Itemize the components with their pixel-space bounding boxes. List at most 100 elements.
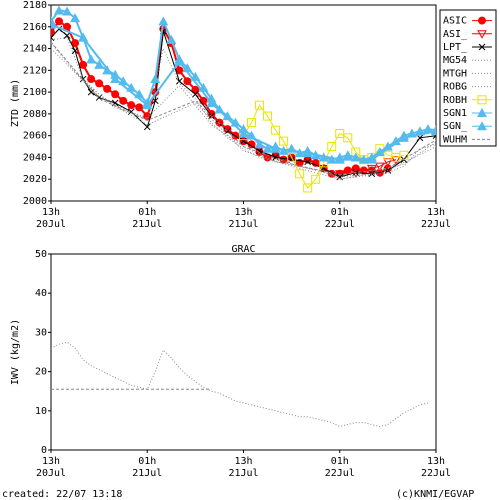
footer-credit: (c)KNMI/EGVAP [396,489,474,500]
data-point [254,139,265,149]
data-point [135,103,144,112]
data-point [166,34,177,44]
legend-label: ROBG [443,82,467,93]
ztd-panel: 2000 2020 2040 2060 2080 2100 2120 2140 2160 2180… [10,0,451,230]
x-tick-label-hour: 13h [427,207,445,218]
data-point [86,54,97,64]
data-point [366,154,377,164]
data-point [143,123,151,131]
data-point [142,100,153,110]
data-point [240,137,247,145]
data-point [71,39,80,48]
x-tick-label-date: 21Jul [132,219,162,230]
data-point [399,150,409,160]
data-point [342,150,353,160]
data-point [422,124,433,134]
y-axis-label: IWV (kg/m2) [10,319,21,385]
footer-created: created: 22/07 13:18 [2,489,122,500]
x-tick-label-hour: 01h [331,207,349,218]
data-point [327,142,337,152]
data-point [223,125,232,134]
y-tick-label: 2040 [23,152,47,163]
series-group [51,5,436,193]
data-point [391,156,401,165]
data-point [87,75,96,84]
data-point [398,132,409,142]
x-tick-label-date: 22Jul [325,219,355,230]
data-point [183,77,192,86]
data-point [366,164,377,174]
data-point [143,112,152,121]
x-tick-label-hour: 13h [234,456,252,467]
y-tick-label: 0 [41,445,47,456]
data-point [334,154,345,164]
legend-marker [477,121,487,131]
data-point [63,32,71,39]
legend-marker [477,30,487,39]
y-tick-label: 2140 [23,44,47,55]
data-point [71,47,79,55]
data-point [55,17,64,26]
data-point [150,74,161,84]
data-point [192,90,199,98]
series-line-mtgh [51,42,436,178]
data-point [431,126,436,136]
series-group [51,341,429,428]
legend-label: MTGH [443,68,467,79]
series-line-mg54 [51,37,436,180]
y-axis-label: ZTD (mm) [10,79,21,127]
y-tick-label: 2120 [23,65,47,76]
data-point [78,32,89,42]
legend-label: ASIC [443,16,467,27]
data-point [390,136,401,146]
data-point [151,97,159,105]
data-point [311,174,321,184]
data-point [334,170,345,179]
y-tick-label: 40 [35,288,47,299]
x-tick-label-hour: 13h [427,456,445,467]
data-point [311,158,320,167]
legend-label: SGN_ [443,121,468,132]
data-point [215,118,224,127]
data-point [54,5,65,15]
legend-box [439,9,497,147]
data-point [303,183,313,193]
data-point [383,164,392,173]
legend: ASIC ASI_ LPT_ MG54 MTGH ROBG ROBH SGN1 SGN_ WUHM [439,9,497,147]
y-tick-label: 2160 [23,22,47,33]
data-point [94,59,105,69]
y-tick-label: 2020 [23,174,47,185]
data-point [175,66,184,75]
x-tick-label-hour: 01h [331,456,349,467]
legend-label: MG54 [443,55,467,66]
data-point [119,96,128,105]
x-tick-label-hour: 13h [234,207,252,218]
data-point [326,154,337,164]
data-point [374,162,385,172]
data-point [375,168,384,177]
y-tick-label: 10 [35,406,47,417]
data-point [247,118,257,128]
legend-marker [477,95,487,105]
series-line-0 [51,341,429,428]
data-point [302,148,313,158]
x-tick-label-date: 22Jul [421,219,451,230]
data-point [51,19,56,29]
data-point [110,74,121,84]
legend-marker [478,43,486,51]
data-point [382,141,393,151]
data-point [343,166,352,175]
legend-label: ASI_ [443,29,468,40]
data-point [87,88,95,96]
series-line-asic [51,19,389,175]
data-point [79,60,88,69]
data-point [304,158,312,166]
data-point [206,98,217,107]
data-point [343,133,353,143]
legend-label: SGN1 [443,108,467,119]
y-tick-label: 30 [35,327,47,338]
x-tick-label-hour: 01h [138,207,156,218]
x-tick-label-date: 22Jul [421,468,451,479]
x-tick-label-date: 20Jul [36,468,66,479]
